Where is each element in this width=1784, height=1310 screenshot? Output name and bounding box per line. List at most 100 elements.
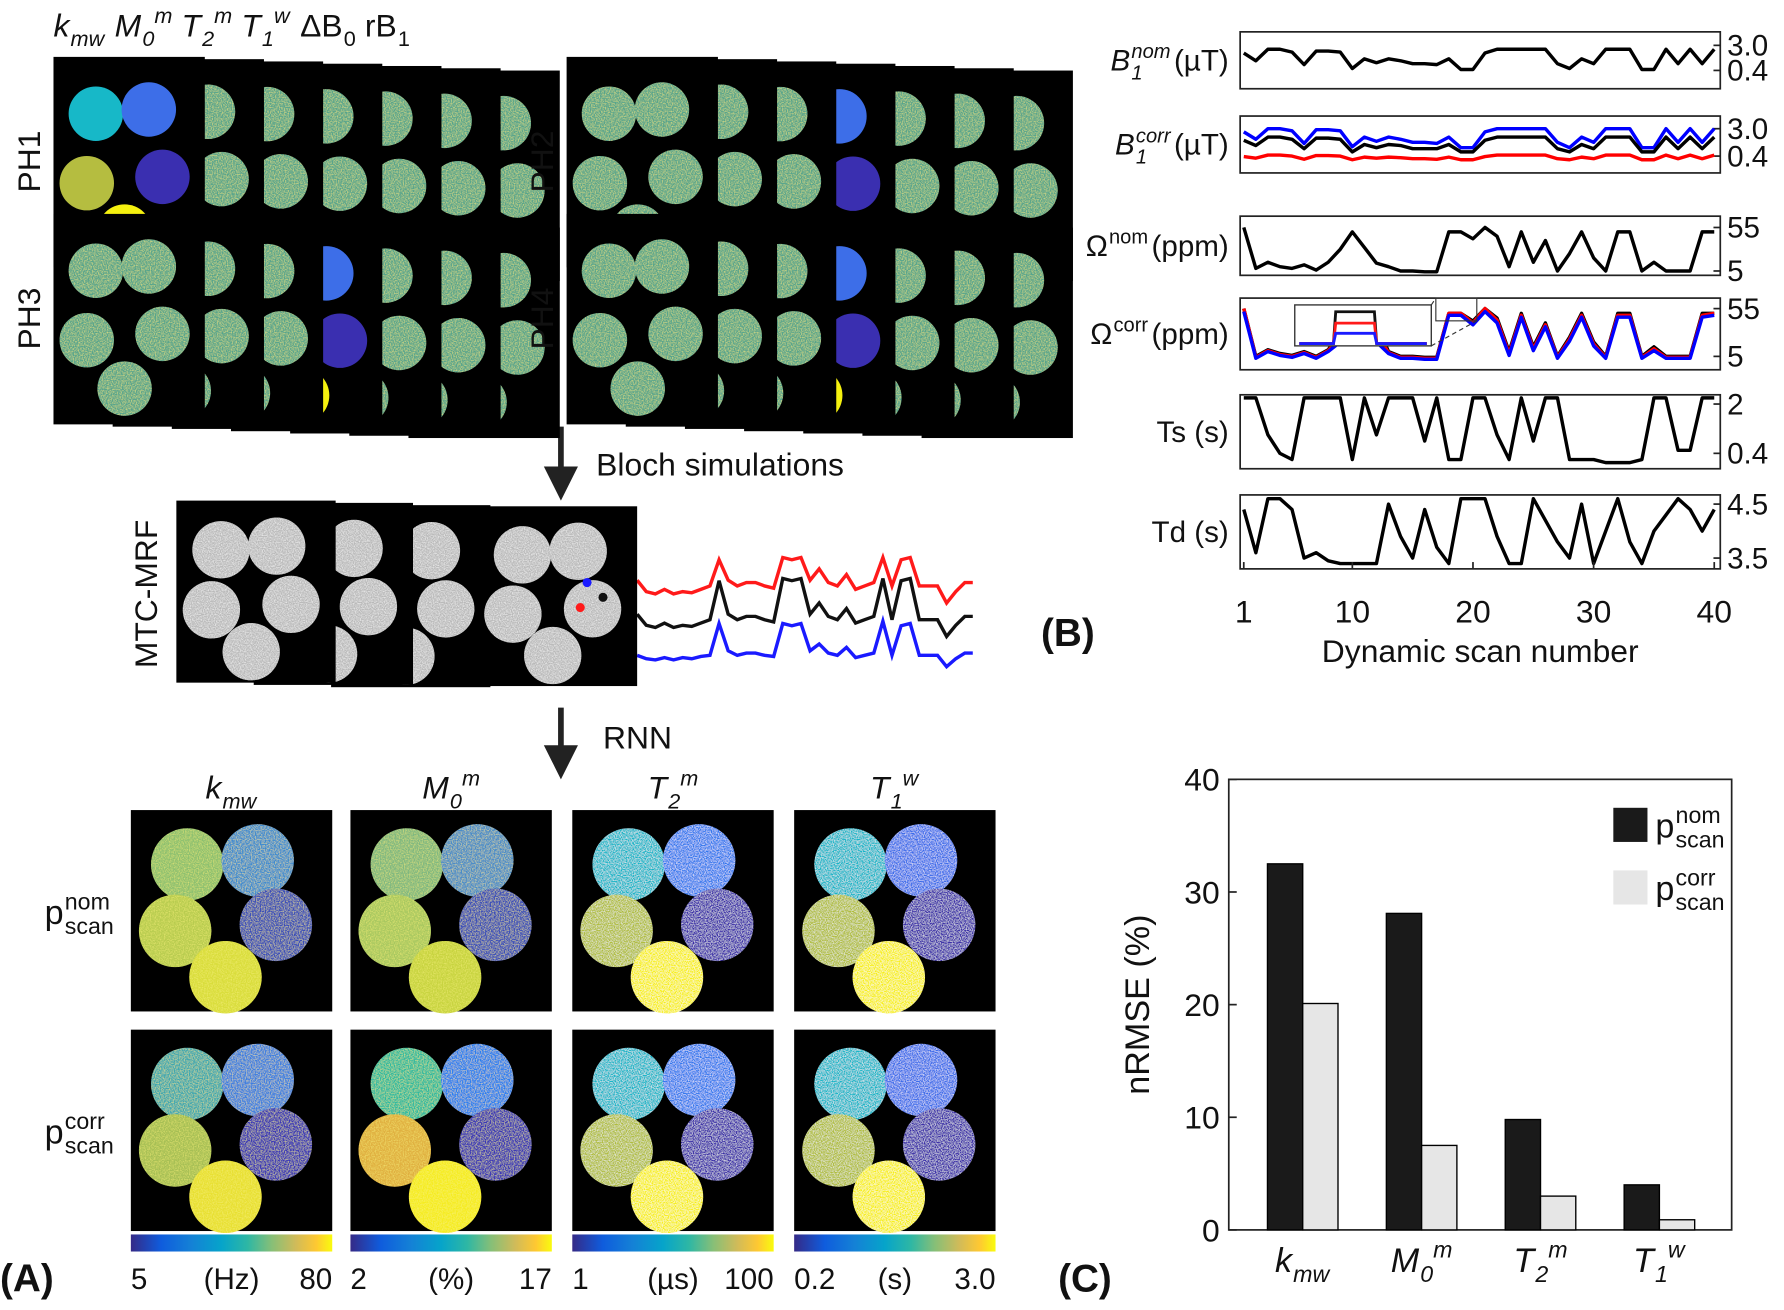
phantom-vial	[902, 888, 976, 962]
phantom-vial	[884, 1043, 958, 1117]
phantom-vial	[1003, 163, 1058, 218]
phantom-vial	[852, 940, 926, 1014]
phantom-vial	[825, 313, 881, 368]
phantom-vial	[592, 1047, 665, 1121]
x-tick-label: 20	[1455, 593, 1490, 629]
plot-frame	[1239, 494, 1722, 570]
phantom-vial	[549, 522, 607, 580]
bar	[1658, 1219, 1696, 1231]
voxel-marker	[598, 592, 608, 602]
header-param-part: 0	[344, 26, 356, 51]
phantom-vial	[325, 519, 383, 578]
x-tick-label: 40	[1697, 593, 1732, 629]
y-axis-label-part: 1	[1131, 62, 1142, 84]
phantom-vial	[248, 517, 306, 575]
y-tick-label: 5	[1727, 341, 1743, 374]
phantom-vial	[581, 243, 637, 298]
plot-frame	[1239, 215, 1722, 277]
phantom-vial	[884, 158, 940, 214]
y-tick-label: 5	[1727, 255, 1743, 288]
phantom-vial	[563, 580, 622, 638]
phantom-vial	[370, 828, 444, 901]
phantom-vial	[192, 521, 250, 579]
map-column-label-part: 0	[450, 788, 462, 813]
step-label: Bloch simulations	[596, 447, 844, 483]
map-column-label: k mw	[205, 770, 257, 814]
phantom-vial	[766, 311, 822, 366]
phantom-vial	[431, 161, 486, 216]
phantom-vial	[662, 1043, 736, 1117]
phantom-vial	[884, 824, 958, 897]
y-axis-label-part: corr	[1113, 315, 1148, 337]
colorbar	[572, 1234, 774, 1252]
x-tick-label-part: m	[1548, 1237, 1567, 1263]
colorbar	[350, 1234, 552, 1252]
x-tick-label-part: 0	[1420, 1261, 1433, 1287]
phantom-vial	[138, 894, 212, 968]
row-label-part: nom	[65, 889, 110, 915]
plot-frame	[1239, 393, 1722, 470]
phantom-vial	[634, 82, 690, 137]
x-tick-label-part: w	[1668, 1237, 1686, 1263]
map-column-label: T 2m	[648, 765, 699, 813]
y-axis-label: Td (s)	[1152, 516, 1229, 549]
phantom-vial	[592, 828, 665, 901]
colorbar-max: 17	[519, 1263, 552, 1296]
phantom-vial	[262, 575, 320, 634]
phantom-vial	[630, 1160, 704, 1234]
header-param: rB 1	[365, 7, 410, 51]
legend-label-part: scan	[1676, 827, 1725, 853]
phantom-vial	[371, 315, 427, 371]
x-axis-label: Dynamic scan number	[1322, 633, 1639, 669]
y-tick-label: 0	[1202, 1212, 1220, 1248]
phantom-vial	[417, 580, 475, 638]
phantom-vial	[253, 311, 308, 366]
legend-label-part: p	[1655, 807, 1674, 845]
y-tick-label: 0.4	[1727, 55, 1768, 88]
header-param-part: m	[154, 3, 172, 28]
phantom-vial	[370, 1047, 444, 1121]
y-axis-label-part: (ppm)	[1152, 230, 1229, 263]
x-tick-label-part: T	[1633, 1242, 1656, 1280]
y-tick-label: 55	[1727, 293, 1760, 326]
colorbar-unit: (µs)	[647, 1263, 699, 1296]
phantom-vial	[814, 828, 887, 901]
y-tick-label: 3.0	[1727, 113, 1768, 146]
y-tick-label: 10	[1184, 1100, 1219, 1136]
phantom-vial	[182, 581, 241, 639]
phantom-vial	[662, 824, 736, 897]
inset-line	[1299, 331, 1427, 346]
colorbar-unit: (s)	[878, 1263, 913, 1296]
phantom-vial	[371, 158, 427, 214]
phantom-vial	[814, 1047, 887, 1121]
colorbar-min: 0.2	[794, 1263, 835, 1296]
x-tick-label-part: T	[1513, 1242, 1536, 1280]
phantom-vial	[68, 86, 124, 141]
phantom-vial	[944, 161, 999, 216]
legend-label-part: nom	[1676, 802, 1721, 828]
phantom-vial	[580, 1114, 653, 1187]
y-tick-label: 4.5	[1727, 488, 1768, 521]
phantom-vial	[802, 894, 875, 968]
phantom-vial	[944, 318, 999, 373]
phantom-vial	[459, 1108, 532, 1181]
x-tick-label: T 2m	[1513, 1237, 1567, 1288]
y-tick-label: 40	[1184, 762, 1219, 798]
phantom-vial	[681, 888, 754, 962]
header-param-part: ΔB	[300, 7, 343, 43]
bar	[1302, 1002, 1339, 1231]
phantom-label: PH2	[524, 131, 560, 193]
phantom-vial	[524, 626, 582, 685]
header-param-part: k	[53, 7, 71, 43]
map-column-label-part: T	[648, 770, 670, 806]
y-tick-label: 30	[1184, 874, 1219, 910]
y-axis-label-part: (µT)	[1174, 129, 1229, 162]
y-tick-label: 0.4	[1727, 438, 1768, 471]
phantom-vial	[221, 1043, 294, 1117]
x-tick-label: T 1w	[1633, 1237, 1686, 1288]
phantom-vial	[312, 313, 368, 368]
x-tick-label: 30	[1576, 593, 1611, 629]
phantom-vial	[484, 585, 542, 643]
